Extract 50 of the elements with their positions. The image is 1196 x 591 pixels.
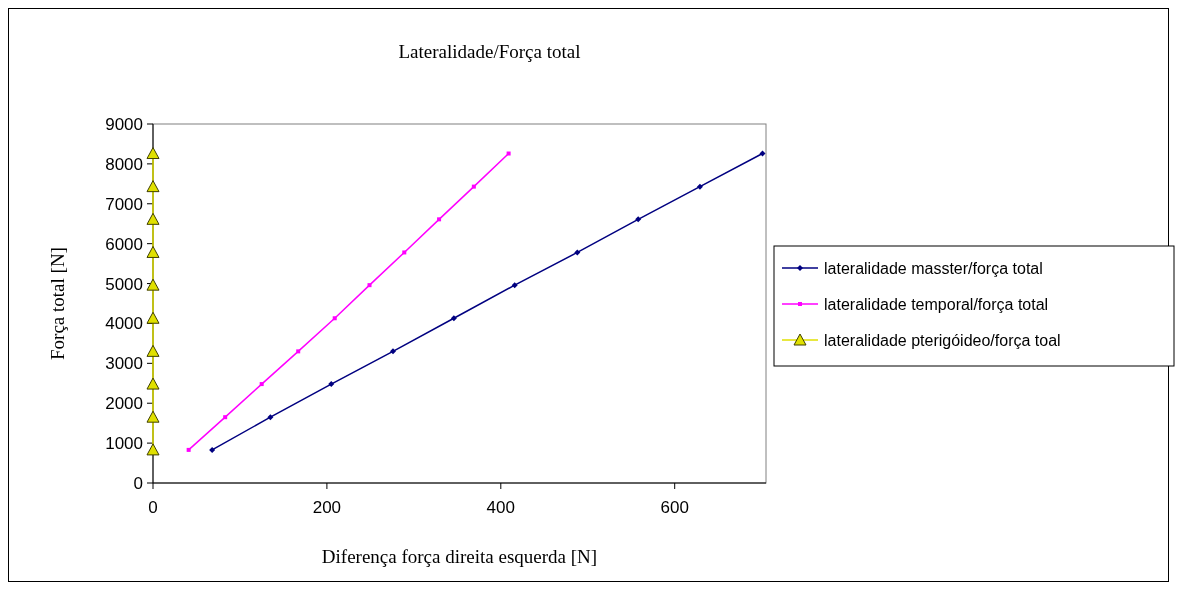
x-tick-label: 600 <box>660 498 689 517</box>
x-tick-label: 0 <box>148 498 158 517</box>
legend-label: lateralidade masster/força total <box>824 259 1043 277</box>
y-axis-title: Força total [N] <box>47 247 68 360</box>
y-tick-label: 8000 <box>105 154 143 174</box>
point <box>328 381 335 388</box>
x-tick-label: 400 <box>486 498 515 517</box>
y-tick-label: 5000 <box>105 274 143 294</box>
y-tick-label: 4000 <box>105 314 143 334</box>
legend-label: lateralidade temporal/força total <box>824 295 1049 313</box>
point <box>437 217 442 222</box>
legend-label: lateralidade pterigóideo/força toal <box>824 331 1061 349</box>
point <box>332 316 337 321</box>
y-tick-label: 6000 <box>105 234 143 254</box>
point <box>759 150 766 157</box>
y-tick-label: 7000 <box>105 194 143 214</box>
point <box>186 447 191 452</box>
point <box>450 315 457 322</box>
x-axis-title: Diferença força direita esquerda [N] <box>321 546 598 567</box>
point <box>146 344 160 357</box>
y-tick-label: 3000 <box>105 354 143 374</box>
point <box>146 147 160 160</box>
y-tick-label: 1000 <box>105 434 143 454</box>
point <box>574 249 581 256</box>
point <box>146 311 160 324</box>
point <box>511 282 518 289</box>
point <box>696 183 703 190</box>
point <box>402 250 407 255</box>
point <box>296 349 301 354</box>
point <box>146 212 160 225</box>
y-tick-label: 9000 <box>105 114 143 134</box>
y-tick-label: 0 <box>133 473 143 493</box>
point <box>367 283 372 288</box>
point <box>471 184 476 189</box>
point <box>146 245 160 258</box>
y-tick-label: 2000 <box>105 394 143 414</box>
point <box>146 180 160 193</box>
point <box>146 377 160 390</box>
point <box>259 382 264 387</box>
point <box>635 216 642 223</box>
point <box>209 446 216 453</box>
point <box>146 278 160 291</box>
chart-title: Lateralidade/Força total <box>398 41 581 62</box>
point <box>389 348 396 355</box>
point <box>223 415 228 420</box>
x-tick-label: 200 <box>312 498 342 517</box>
point <box>267 414 274 421</box>
point <box>146 443 160 456</box>
point <box>146 410 160 423</box>
point <box>506 151 511 156</box>
